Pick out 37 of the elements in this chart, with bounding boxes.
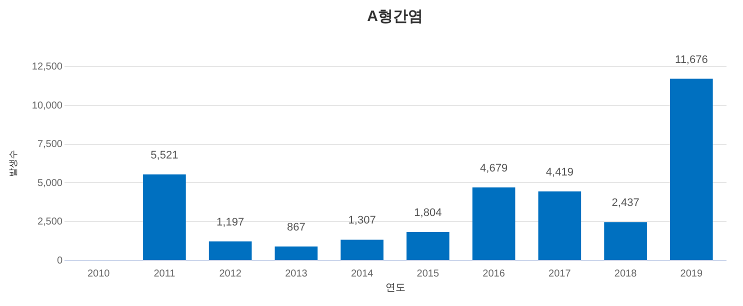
data-label: 1,307 <box>348 214 376 227</box>
y-axis-title: 발생수 <box>8 150 18 177</box>
y-tick-label: 12,500 <box>32 62 63 72</box>
y-tick-label: 7,500 <box>37 139 63 150</box>
bar <box>604 222 647 260</box>
bar <box>143 174 186 260</box>
x-tick-label: 2012 <box>219 268 242 280</box>
data-label: 11,676 <box>675 54 708 66</box>
data-label: 1,197 <box>216 216 244 228</box>
data-label: 4,419 <box>546 166 574 178</box>
bar <box>340 240 384 260</box>
x-tick-label: 2018 <box>614 268 638 280</box>
bar <box>406 232 450 260</box>
bar <box>274 246 318 260</box>
x-tick-label: 2016 <box>482 268 506 280</box>
y-tick-label: 2,500 <box>37 216 63 228</box>
data-label: 1,804 <box>414 207 442 219</box>
x-tick-label: 2011 <box>154 268 176 280</box>
x-tick-label: 2014 <box>350 268 374 280</box>
bar <box>670 78 713 260</box>
bar <box>208 241 252 260</box>
x-tick-label: 2013 <box>285 268 308 280</box>
chart-title: A형간염 <box>367 8 423 25</box>
data-label: 867 <box>287 222 306 234</box>
y-tick-label: 5,000 <box>37 178 63 189</box>
data-label: 2,437 <box>612 197 640 210</box>
x-axis-title: 연도 <box>386 282 406 294</box>
bar <box>538 191 582 260</box>
y-tick-label: 0 <box>56 256 63 266</box>
x-tick-label: 2010 <box>87 268 110 280</box>
y-tick-label: 10,000 <box>32 100 63 112</box>
x-tick-label: 2019 <box>680 268 703 280</box>
data-label: 5,521 <box>150 149 178 162</box>
data-label: 4,679 <box>480 162 508 174</box>
x-tick-label: 2015 <box>416 268 440 280</box>
x-tick-label: 2017 <box>548 268 572 280</box>
bar <box>472 187 516 260</box>
